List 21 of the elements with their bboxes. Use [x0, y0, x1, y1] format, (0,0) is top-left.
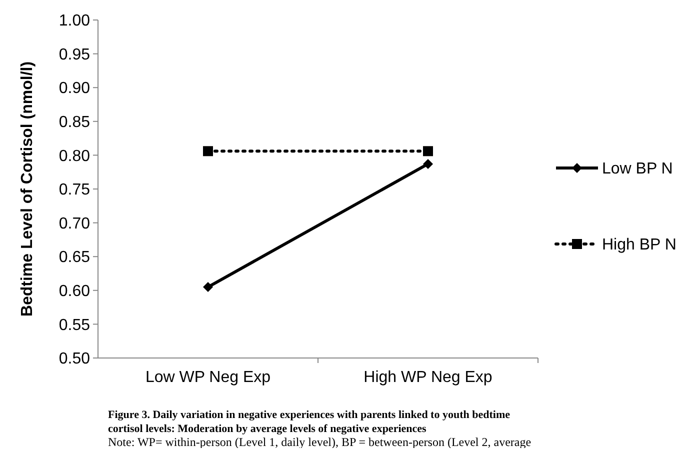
y-tick-label: 0.90	[58, 80, 90, 98]
x-tick-label: Low WP Neg Exp	[145, 369, 271, 386]
y-axis-title: Bedtime Level of Cortisol (nmol/l)	[19, 61, 36, 317]
point	[203, 282, 213, 292]
x-tick-label: High WP Neg Exp	[364, 369, 492, 386]
point	[423, 146, 433, 156]
y-tick-label: 0.70	[58, 215, 90, 232]
y-tick-label: 0.60	[58, 283, 90, 300]
point	[423, 158, 433, 169]
y-tick-label: 0.80	[58, 148, 90, 165]
legend-label: Low BP N	[602, 160, 673, 178]
y-tick-label: 0.85	[58, 114, 90, 131]
y-tick-label: 0.75	[58, 182, 90, 199]
caption: Figure 3. Daily variation in negative experiences with parents linked to youth bedtime cortisol levels: Moderation by average levels of negative experiences	[108, 409, 510, 435]
y-tick-label: 0.50	[58, 350, 90, 368]
y-tick-label: 0.55	[58, 316, 90, 334]
y-tick-label: 0.65	[58, 249, 90, 266]
legend-label: High BP N	[602, 236, 676, 254]
point	[203, 146, 213, 156]
y-tick-label: 1.00	[58, 12, 90, 30]
y-tick-label: 0.95	[58, 46, 90, 64]
